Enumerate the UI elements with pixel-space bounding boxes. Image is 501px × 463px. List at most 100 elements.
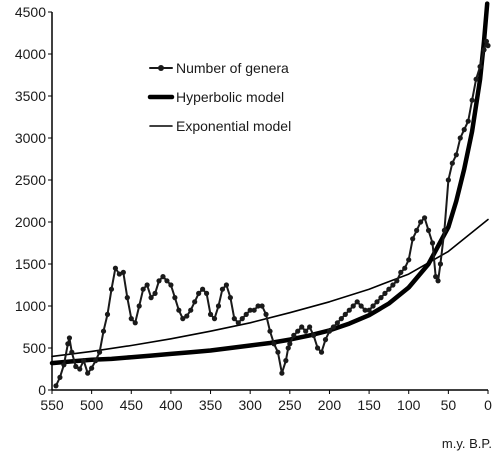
data-point xyxy=(116,271,122,277)
data-point xyxy=(136,303,142,309)
y-tick-label: 3000 xyxy=(15,130,46,146)
data-point xyxy=(287,341,293,347)
data-point xyxy=(366,307,372,313)
data-point xyxy=(156,278,162,284)
x-tick-label: 550 xyxy=(40,397,64,413)
data-point xyxy=(390,282,396,288)
data-point xyxy=(235,320,241,326)
y-axis-ticks: 0 500 1000 1500 2000 2500 3000 3500 4000 4500 xyxy=(15,4,52,398)
data-point xyxy=(247,307,253,313)
data-point xyxy=(322,337,329,343)
y-tick-label: 4000 xyxy=(15,46,46,62)
data-point xyxy=(382,290,388,296)
x-tick-label: 450 xyxy=(120,397,144,413)
series-line-exponential-model xyxy=(51,218,489,358)
data-point xyxy=(219,286,226,292)
data-point xyxy=(259,303,265,309)
y-tick-label: 2500 xyxy=(15,172,46,188)
data-point xyxy=(334,320,340,326)
data-point xyxy=(418,219,424,225)
y-tick-label: 2000 xyxy=(15,214,46,230)
data-point xyxy=(378,295,384,301)
data-point xyxy=(66,335,73,341)
data-point xyxy=(469,97,475,103)
data-point xyxy=(96,349,103,355)
data-point xyxy=(184,313,190,319)
data-point xyxy=(132,320,138,326)
data-point xyxy=(168,282,174,288)
data-point xyxy=(374,299,380,305)
data-point xyxy=(251,307,257,313)
y-tick-label: 500 xyxy=(23,340,47,356)
data-point xyxy=(429,240,436,246)
data-point xyxy=(112,265,119,271)
data-point xyxy=(85,370,91,376)
x-tick-label: 400 xyxy=(159,397,183,413)
y-tick-label: 3500 xyxy=(15,88,46,104)
data-point xyxy=(485,43,491,49)
data-point xyxy=(330,324,337,330)
legend: Number of genera Hyperbolic model Exponent… xyxy=(147,60,291,134)
data-point xyxy=(358,303,364,309)
data-point xyxy=(81,358,87,364)
data-point xyxy=(53,383,59,389)
data-point xyxy=(128,316,134,322)
legend-label: Hyperbolic model xyxy=(176,89,284,105)
data-point xyxy=(200,286,206,292)
data-point xyxy=(283,358,289,364)
data-point xyxy=(449,160,455,166)
data-point xyxy=(386,286,392,292)
data-point xyxy=(291,332,297,338)
data-point xyxy=(203,290,210,296)
legend-marker xyxy=(158,65,164,71)
data-point xyxy=(65,341,71,347)
data-point xyxy=(461,127,467,133)
x-tick-label: 100 xyxy=(397,397,421,413)
x-tick-label: 350 xyxy=(199,397,223,413)
data-point xyxy=(318,349,325,355)
data-point xyxy=(285,345,291,351)
data-point xyxy=(410,236,416,242)
data-point xyxy=(176,307,182,313)
data-point xyxy=(398,269,404,275)
data-point xyxy=(243,311,249,317)
data-point xyxy=(406,257,412,263)
data-point xyxy=(342,311,348,317)
data-point xyxy=(104,311,111,317)
x-tick-label: 50 xyxy=(441,397,457,413)
x-tick-label: 500 xyxy=(80,397,104,413)
data-point xyxy=(483,38,490,45)
data-point xyxy=(57,374,63,380)
data-point xyxy=(465,118,471,124)
data-point xyxy=(457,135,463,141)
data-point xyxy=(263,311,269,317)
data-point xyxy=(354,299,360,305)
data-point xyxy=(307,324,313,330)
x-axis-title: m.y. B.P. xyxy=(442,436,492,451)
data-point xyxy=(211,316,218,322)
data-point xyxy=(350,303,356,309)
x-tick-label: 200 xyxy=(318,397,342,413)
data-point xyxy=(77,366,83,372)
data-point xyxy=(435,278,441,284)
data-point xyxy=(394,278,400,284)
data-point xyxy=(279,370,285,376)
data-point xyxy=(414,227,420,233)
data-point xyxy=(295,328,301,334)
x-axis-ticks: 550 500 450 400 350 300 250 200 150 100 50 0 xyxy=(40,390,492,413)
data-point xyxy=(227,295,233,301)
data-point xyxy=(311,332,317,338)
data-point xyxy=(314,345,321,351)
x-tick-label: 150 xyxy=(357,397,381,413)
y-tick-label: 4500 xyxy=(15,4,46,20)
data-point xyxy=(299,324,305,330)
data-point xyxy=(89,365,95,371)
x-tick-label: 0 xyxy=(484,397,492,413)
data-point xyxy=(445,177,451,183)
data-point xyxy=(425,227,432,233)
data-point xyxy=(223,282,229,288)
data-point xyxy=(100,328,107,334)
data-point xyxy=(164,278,170,284)
data-point xyxy=(152,290,158,296)
data-point xyxy=(144,282,150,288)
